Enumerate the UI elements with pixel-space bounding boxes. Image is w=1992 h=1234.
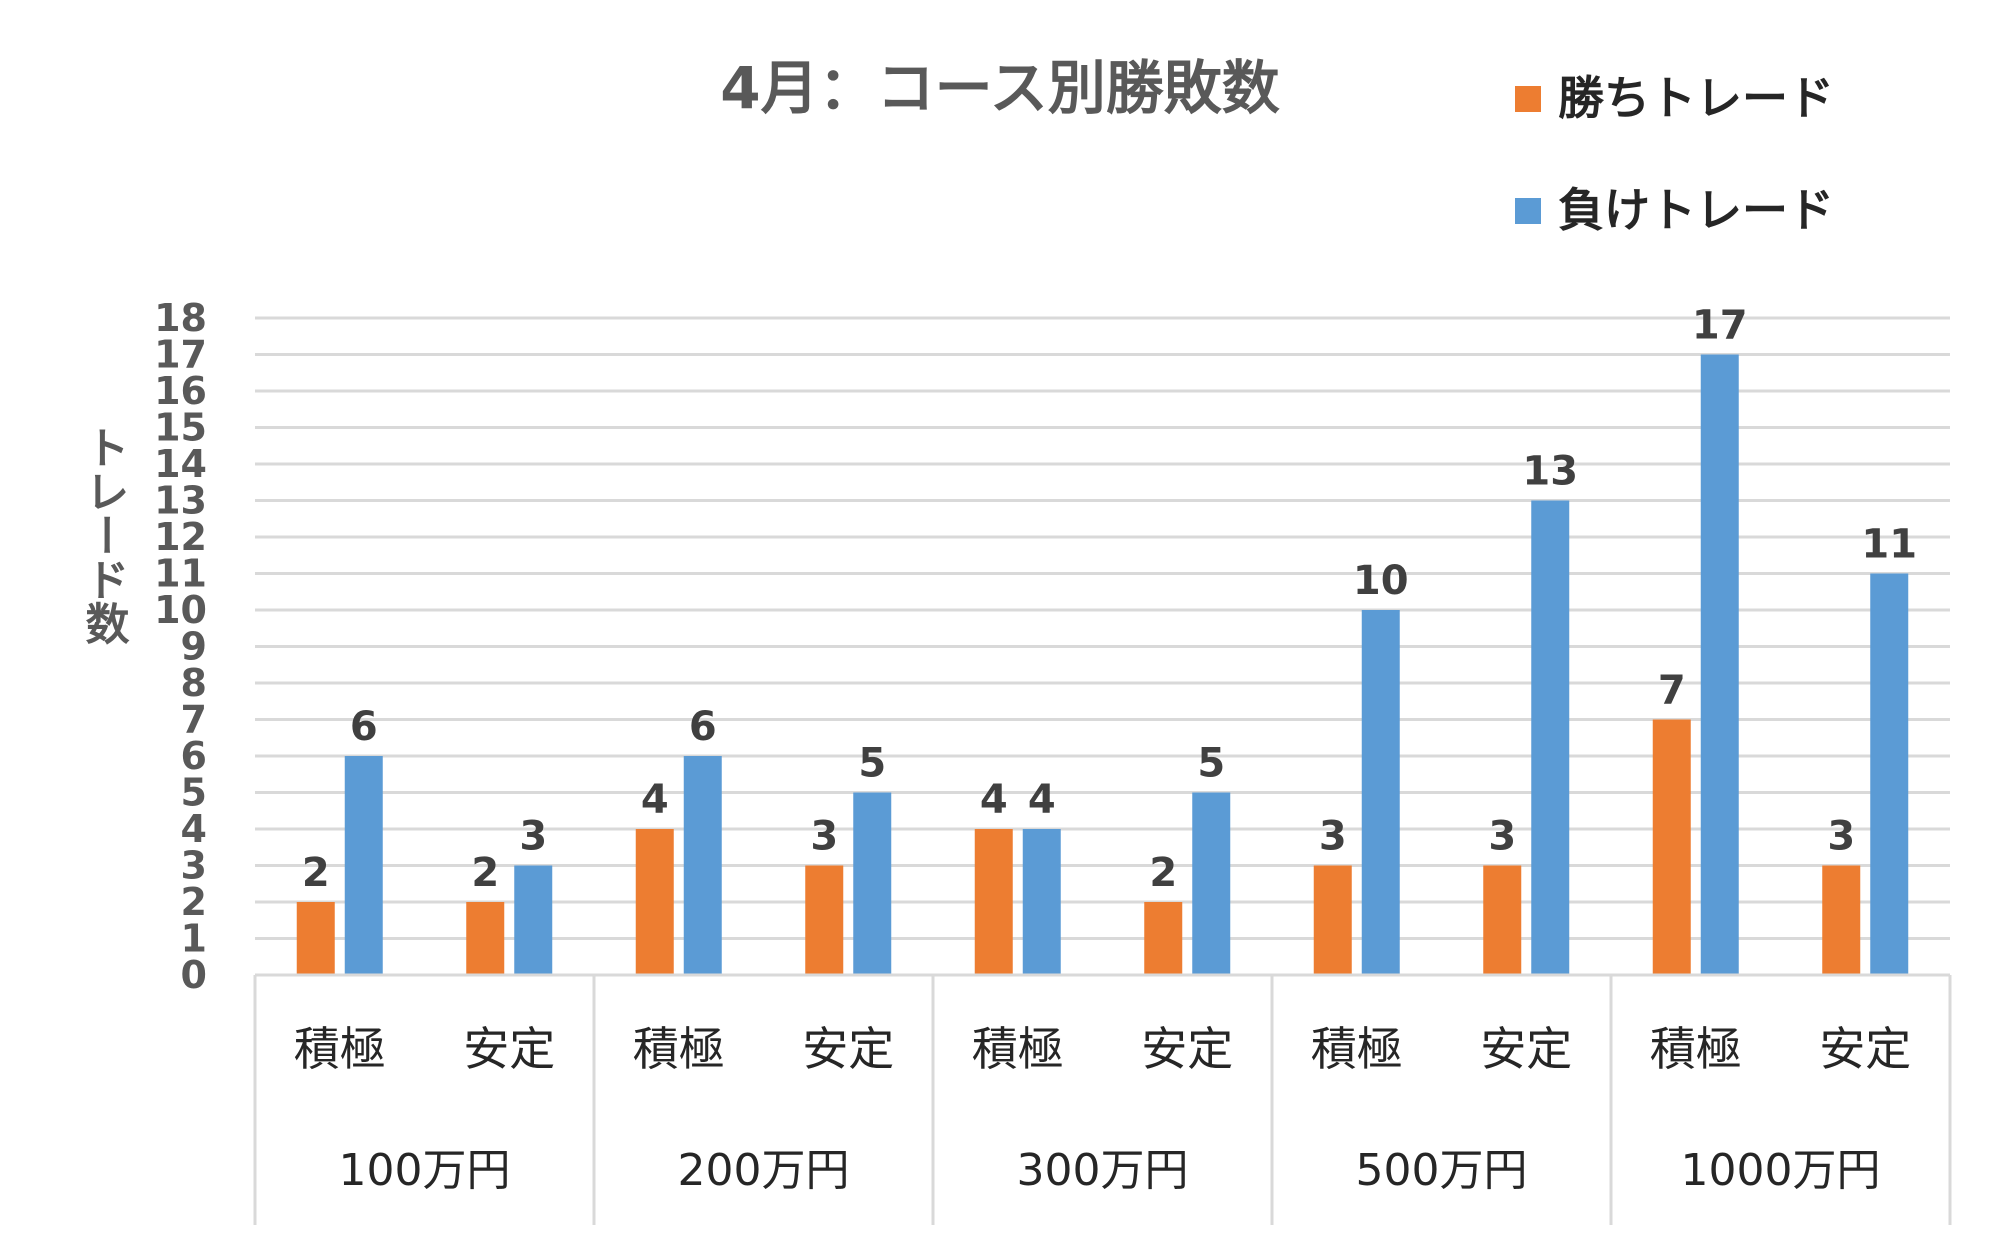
y-tick-label: 2 [181, 880, 207, 924]
x-group-label: 100万円 [339, 1145, 511, 1196]
bar-win [1652, 719, 1691, 975]
bar-win [1483, 865, 1522, 975]
data-label: 3 [810, 814, 838, 860]
bar-win [1313, 865, 1352, 975]
data-label: 6 [350, 704, 378, 750]
data-label: 3 [519, 814, 547, 860]
bar-loss [1700, 354, 1739, 975]
data-label: 7 [1658, 668, 1686, 714]
x-group-label: 200万円 [678, 1145, 850, 1196]
bar-win [1822, 865, 1861, 975]
data-label: 13 [1522, 449, 1578, 495]
x-category-label: 積極 [633, 1022, 725, 1076]
y-tick-label: 18 [154, 296, 207, 340]
bar-win [1144, 902, 1183, 975]
y-tick-label: 17 [154, 333, 207, 377]
data-label: 4 [1028, 777, 1056, 823]
bar-loss [683, 756, 722, 975]
y-tick-label: 3 [181, 844, 207, 888]
x-category-label: 積極 [972, 1022, 1064, 1076]
bar-loss [1531, 500, 1570, 975]
bar-loss [1022, 829, 1061, 975]
y-tick-label: 1 [181, 917, 207, 961]
y-tick-label: 8 [181, 661, 207, 705]
legend-label-loss: 負けトレード [1558, 183, 1834, 237]
x-category-label: 安定 [1480, 1022, 1572, 1076]
bars [296, 354, 1909, 975]
bar-win [466, 902, 505, 975]
y-tick-label: 7 [181, 698, 207, 742]
bar-win [296, 902, 335, 975]
bar-loss [1870, 573, 1909, 975]
y-tick-label: 4 [181, 807, 207, 851]
data-label: 5 [858, 741, 886, 787]
data-label: 4 [980, 777, 1008, 823]
x-category-label: 安定 [463, 1022, 555, 1076]
legend: 勝ちトレード 負けトレード [1515, 71, 1834, 237]
data-label: 2 [302, 850, 330, 896]
data-label: 10 [1353, 558, 1409, 604]
x-group-label: 500万円 [1356, 1145, 1528, 1196]
data-label: 17 [1692, 303, 1748, 349]
data-label: 2 [471, 850, 499, 896]
x-axis: 積極 安定 積極 安定 積極 安定 積極 安定 積極 安定 100万円 200万円 300万円 500万円… [253, 973, 1952, 1225]
data-label: 3 [1319, 814, 1347, 860]
bar-win [974, 829, 1013, 975]
y-tick-label: 6 [181, 734, 207, 778]
bar-loss [344, 756, 383, 975]
gridlines [255, 316, 1950, 940]
y-tick-label: 11 [154, 552, 207, 596]
y-axis-label: トレード数 [78, 425, 130, 645]
y-tick-label: 10 [154, 588, 207, 632]
data-label: 5 [1197, 741, 1225, 787]
x-category-label: 積極 [1311, 1022, 1403, 1076]
bar-loss [514, 865, 553, 975]
bar-loss [1192, 792, 1231, 975]
bar-win [635, 829, 674, 975]
y-tick-label: 16 [154, 369, 207, 413]
x-group-label: 300万円 [1017, 1145, 1189, 1196]
chart-title: 4月：コース別勝敗数 [720, 54, 1279, 122]
bar-loss [1361, 610, 1400, 975]
data-label: 6 [689, 704, 717, 750]
legend-swatch-loss [1515, 198, 1541, 224]
bar-win [805, 865, 844, 975]
data-label: 11 [1861, 522, 1917, 568]
x-category-label: 積極 [1650, 1022, 1742, 1076]
legend-label-win: 勝ちトレード [1558, 71, 1834, 125]
data-label: 4 [641, 777, 669, 823]
y-tick-label: 12 [154, 515, 207, 559]
legend-swatch-win [1515, 86, 1541, 112]
y-tick-label: 5 [181, 771, 207, 815]
y-tick-label: 9 [181, 625, 207, 669]
data-label: 3 [1827, 814, 1855, 860]
x-category-label: 安定 [1819, 1022, 1911, 1076]
data-label: 2 [1149, 850, 1177, 896]
y-tick-label: 13 [154, 479, 207, 523]
y-tick-label: 15 [154, 406, 207, 450]
x-group-label: 1000万円 [1681, 1145, 1881, 1196]
x-category-label: 積極 [294, 1022, 386, 1076]
data-label: 3 [1488, 814, 1516, 860]
bar-loss [853, 792, 892, 975]
x-category-label: 安定 [802, 1022, 894, 1076]
y-tick-label: 14 [154, 442, 207, 486]
x-category-label: 安定 [1141, 1022, 1233, 1076]
y-tick-label: 0 [181, 953, 207, 997]
